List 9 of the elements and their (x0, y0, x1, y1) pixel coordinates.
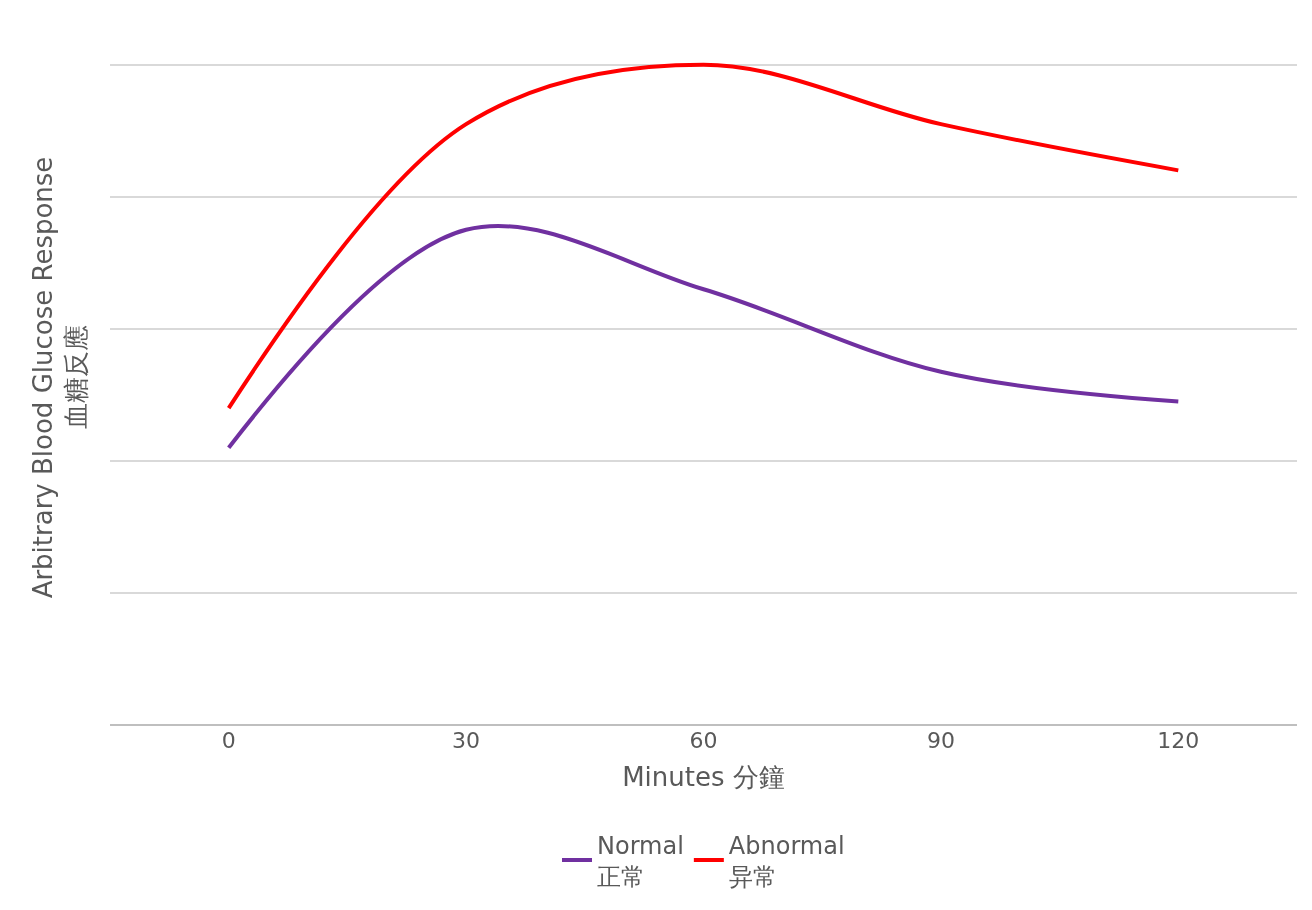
x-tick-label: 30 (452, 728, 481, 753)
x-tick-label: 120 (1157, 728, 1200, 753)
x-tick-label: 60 (689, 728, 718, 753)
x-tick-label: 90 (926, 728, 955, 753)
x-tick-label: 0 (221, 728, 236, 753)
x-axis-title: Minutes 分鐘 (622, 761, 785, 792)
legend-label: Abnormal 异常 (728, 831, 845, 891)
legend-label: Normal 正常 (597, 831, 684, 891)
y-axis-title: Arbitrary Blood Glucose Response 血糖反應 (27, 156, 92, 599)
